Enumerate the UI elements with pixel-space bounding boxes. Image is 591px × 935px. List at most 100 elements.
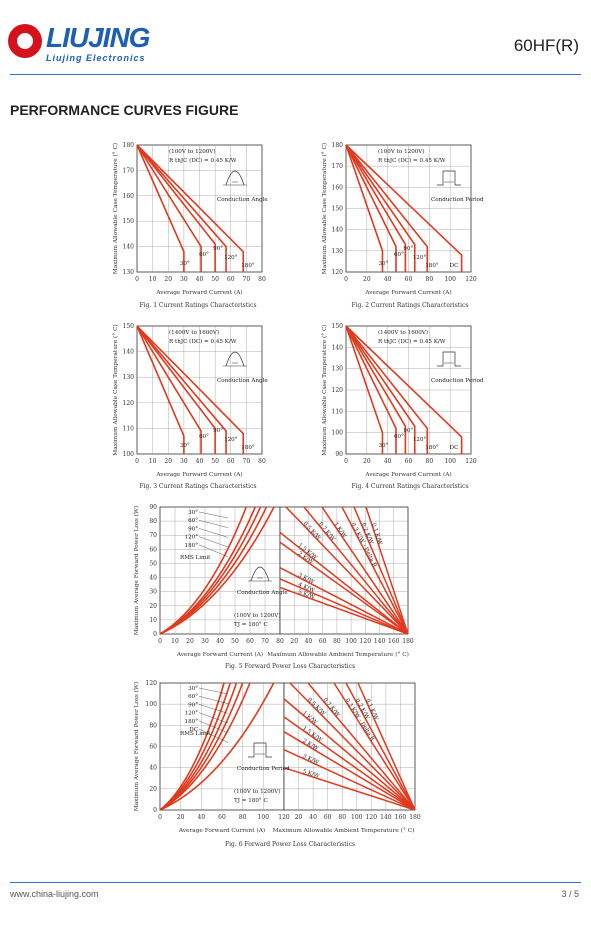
series-line [136,325,245,454]
series-line [345,325,397,454]
x-tick-label: 50 [211,276,219,283]
chart-fig2: 0 20 40 60 80 100 120 120 130 140 150 160 170 180 Aver… [321,142,484,309]
voltage-range-note: (100V to 1200V) [234,788,281,795]
x-tick-label: 60 [227,276,235,283]
series-label: 30° [180,443,190,449]
x-tick-label: 10 [171,638,179,645]
x-tick-label: 50 [211,458,219,465]
x-right-tick-label: 120 [366,814,378,821]
series-line [345,144,397,272]
thermal-resistance-line [321,506,409,635]
series-label: 60° [199,434,209,440]
y-tick-label: 10 [149,617,157,624]
x-tick-label: 60 [405,458,413,465]
y-tick-label: 150 [123,323,135,330]
series-label: 90° [213,246,223,252]
thermal-resistance-line [353,506,409,635]
thermal-resistance-line [283,716,416,811]
y-tick-label: 60 [149,546,157,553]
thermal-resistance-line [279,586,409,635]
logo-icon [8,24,42,58]
x-tick-label: 120 [278,814,290,821]
leader-line [198,704,229,714]
series-line [136,144,185,272]
x-right-tick-label: 180 [409,814,421,821]
x-axis-label: Average Forward Current (A) [176,651,263,658]
chart-fig6: 0 20 40 60 80 100 120 20 40 60 80 100 120 140 160 18002… [133,680,421,848]
y-tick-label: 130 [123,269,135,276]
x-tick-label: 0 [158,638,162,645]
series-label: 60° [394,252,404,258]
y-tick-label: 140 [332,344,344,351]
series-label: 90° [403,428,413,434]
thermal-resistance-line [333,682,416,811]
thermal-resistance-note: R thJC (DC) = 0.45 K/W [378,338,446,345]
series-line [345,325,463,454]
x-tick-label: 70 [261,638,269,645]
y-tick-label: 80 [149,518,157,525]
series-label: 180° [425,263,439,269]
y-tick-label: 110 [123,425,135,432]
rms-limit-note: RMS Limit [180,731,211,737]
y-tick-label: 140 [123,244,135,251]
series-label: 30° [180,261,190,267]
loss-curve [159,506,275,635]
y-tick-label: 40 [149,575,157,582]
header: LIUJING Liujing Electronics 60HF(R) [0,0,591,80]
x-tick-label: 10 [149,276,157,283]
x-tick-label: 70 [243,276,251,283]
chart-caption: Fig. 6 Forward Power Loss Characteristic… [225,841,355,848]
y-axis-label: Maximum Allowable Case Temperature (° C) [112,324,119,455]
thermal-resistance-line [283,748,416,811]
series-label: DC [450,445,459,451]
series-line [136,144,245,272]
series-line [345,325,416,454]
x-tick-label: 80 [239,814,247,821]
loss-series-label: 90° [188,702,198,708]
x-right-tick-label: 20 [290,638,298,645]
series-label: 90° [213,428,223,434]
x-axis-label: Average Forward Current (A) [178,827,265,834]
series-line [136,325,216,454]
square-pulse-icon [437,170,461,186]
y-tick-label: 0 [153,631,157,638]
footer-page: 3 / 5 [561,889,579,899]
thermal-resistance-line [285,506,409,635]
x-tick-label: 80 [276,638,284,645]
footer-divider [10,882,581,883]
sine-hump-icon [225,351,245,367]
sine-hump-icon [225,170,245,186]
thermal-resistance-line [283,698,416,811]
thermal-resistance-label: 5 K/W [302,769,320,780]
series-line [345,144,463,272]
chart-caption: Fig. 4 Current Ratings Characteristics [351,483,468,490]
x-tick-label: 40 [198,814,206,821]
y-tick-label: 90 [335,451,343,458]
x-right-tick-label: 20 [295,814,303,821]
x-right-tick-label: 180 [402,638,414,645]
series-line [136,144,202,272]
series-label: 120° [224,255,238,261]
x-tick-label: 30 [201,638,209,645]
x-tick-label: 10 [149,458,157,465]
x-right-tick-label: 80 [338,814,346,821]
x-tick-label: 30 [180,458,188,465]
x-tick-label: 80 [258,458,266,465]
chart-fig1: 0 10 20 30 40 50 60 70 80 130 140 150 160 170 180 Avera… [112,142,268,309]
y-axis-label: Maximum Average Forward Power Loss (W) [133,506,140,635]
y-tick-label: 150 [123,218,135,225]
x-tick-label: 60 [218,814,226,821]
thermal-resistance-line [289,682,416,811]
conduction-note: Conduction Angle [217,378,268,384]
part-number: 60HF(R) [513,36,579,55]
leader-line [198,712,229,724]
series-label: 120° [224,437,238,443]
y-axis-label: Maximum Allowable Case Temperature (° C) [321,324,328,455]
y-axis-label: Maximum Allowable Case Temperature (° C) [112,143,119,274]
x-right-axis-label: Maximum Allowable Ambient Temperature (°… [267,651,409,658]
x-right-tick-label: 140 [380,814,392,821]
series-line [345,325,384,454]
thermal-resistance-line [357,682,416,811]
leader-line [198,520,229,528]
